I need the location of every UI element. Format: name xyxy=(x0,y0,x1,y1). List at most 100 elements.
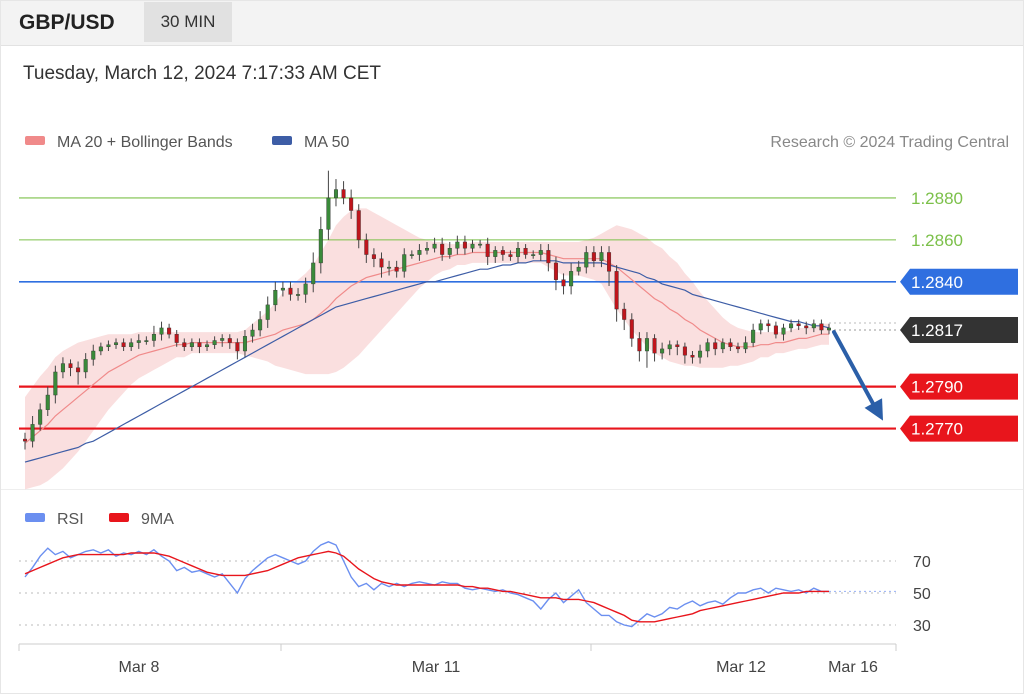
candle-body xyxy=(591,252,596,262)
candle-body xyxy=(660,348,665,354)
candle-body xyxy=(493,250,498,257)
candle-body xyxy=(341,189,346,199)
rsi-tick-label: 50 xyxy=(913,586,931,603)
candle-body xyxy=(121,342,126,348)
candle-body xyxy=(159,327,164,335)
instrument-title: GBP/USD xyxy=(19,11,115,34)
candle-body xyxy=(288,287,293,295)
candle-body xyxy=(212,340,217,345)
level-tag-support xyxy=(900,373,1018,400)
rsi-line xyxy=(24,541,829,628)
level-label-resistance: 1.2860 xyxy=(911,231,963,250)
candle-body xyxy=(743,342,748,350)
level-tag-support xyxy=(900,415,1018,442)
candle-body xyxy=(735,346,740,350)
candle-body xyxy=(129,342,134,348)
candle-body xyxy=(235,342,240,352)
rsi-tick-label: 30 xyxy=(913,618,931,635)
candle-body xyxy=(333,189,338,199)
candle-body xyxy=(675,344,680,348)
candle-body xyxy=(478,243,483,246)
candle-body xyxy=(789,323,794,329)
bollinger-band-area xyxy=(25,208,829,490)
candle-body xyxy=(462,241,467,249)
candle-body xyxy=(144,340,149,342)
candle-body xyxy=(698,350,703,358)
candle-body xyxy=(773,325,778,335)
legend-label-ma50: MA 50 xyxy=(304,134,349,151)
candle-body xyxy=(553,262,558,280)
legend-label-ma20: MA 20 + Bollinger Bands xyxy=(57,134,233,151)
forecast-arrow-head xyxy=(864,398,883,421)
candle-body xyxy=(38,409,43,425)
candle-body xyxy=(425,248,430,251)
candle-body xyxy=(30,424,35,442)
candle-body xyxy=(296,294,301,296)
forecast-arrow-shaft xyxy=(832,330,881,417)
candle-body xyxy=(766,323,771,327)
candle-body xyxy=(258,319,263,331)
candle-body xyxy=(531,254,536,256)
candle-body xyxy=(516,248,521,257)
candle-body xyxy=(311,262,316,285)
candle-body xyxy=(508,254,513,257)
candle-body xyxy=(455,241,460,249)
legend-swatch-rsi xyxy=(25,513,45,522)
candle-body xyxy=(68,363,73,368)
candle-body xyxy=(758,323,763,331)
candle-body xyxy=(584,252,589,268)
level-label-support: 1.2770 xyxy=(911,420,963,439)
level-label-current: 1.2817 xyxy=(911,321,963,340)
x-axis-label: Mar 16 xyxy=(828,659,878,676)
candle-body xyxy=(614,271,619,310)
rsi-9ma-line xyxy=(24,550,829,623)
candle-body xyxy=(728,342,733,348)
level-label-resistance: 1.2880 xyxy=(911,189,963,208)
candle-body xyxy=(409,254,414,256)
candle-body xyxy=(394,266,399,272)
candle-body xyxy=(379,258,384,268)
candle-body xyxy=(644,338,649,352)
candle-body xyxy=(569,271,574,287)
timestamp: Tuesday, March 12, 2024 7:17:33 AM CET xyxy=(23,63,382,84)
candle-body xyxy=(91,350,96,360)
legend-label-rsi: RSI xyxy=(57,511,84,528)
candle-body xyxy=(318,229,323,264)
timeframe-badge[interactable]: 30 MIN xyxy=(144,2,232,42)
candle-body xyxy=(364,239,369,255)
candle-body xyxy=(819,323,824,331)
candle-body xyxy=(197,342,202,348)
candle-body xyxy=(136,340,141,343)
candle-body xyxy=(402,254,407,272)
x-axis-label: Mar 11 xyxy=(412,659,461,676)
candle-body xyxy=(637,338,642,352)
rsi-panel: 70 50 30 xyxy=(19,541,931,635)
candle-body xyxy=(827,327,832,331)
candle-body xyxy=(220,338,225,341)
candle-body xyxy=(174,334,179,343)
x-axis-label: Mar 12 xyxy=(716,659,766,676)
candle-body xyxy=(45,394,50,410)
candle-body xyxy=(705,342,710,352)
credit-label: Research © 2024 Trading Central xyxy=(770,134,1009,151)
candle-body xyxy=(607,252,612,272)
candle-body xyxy=(242,336,247,352)
candle-body xyxy=(720,342,725,350)
candle-body xyxy=(561,279,566,287)
candle-body xyxy=(485,243,490,257)
candle-body xyxy=(106,344,111,348)
candle-body xyxy=(387,266,392,269)
candle-body xyxy=(151,334,156,341)
legend-swatch-ma20 xyxy=(25,136,45,145)
candle-body xyxy=(303,283,308,295)
candle-body xyxy=(417,250,422,255)
candle-body xyxy=(273,289,278,306)
ma20-line xyxy=(24,251,829,444)
candle-body xyxy=(713,342,718,350)
candle-body xyxy=(189,342,194,348)
legend-label-9ma: 9MA xyxy=(141,511,174,528)
candle-body xyxy=(811,323,816,329)
candle-body xyxy=(667,344,672,350)
candle-body xyxy=(599,252,604,262)
